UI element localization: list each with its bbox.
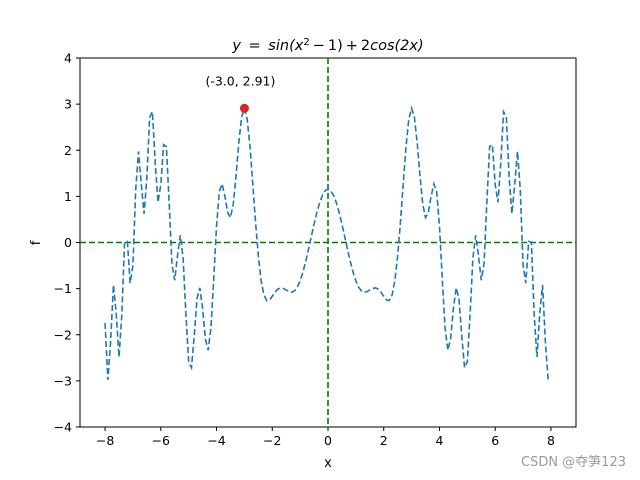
y-tick-label: −4 — [54, 420, 72, 435]
x-axis-ticks: −8 −6 −4 −2 0 2 4 6 8 — [96, 427, 555, 448]
y-tick-label: −1 — [54, 281, 72, 296]
x-tick-label: −6 — [152, 433, 170, 448]
y-tick-label: −2 — [54, 327, 72, 342]
y-axis-label: f — [29, 240, 44, 245]
highlighted-max-point — [239, 103, 249, 113]
chart-title: y = sin(x2−1) +2cos(2x) — [231, 37, 423, 55]
y-tick-label: 2 — [64, 143, 72, 158]
x-tick-label: 8 — [547, 433, 555, 448]
y-tick-label: 4 — [64, 51, 72, 66]
watermark-text: CSDN @夺笋123 — [520, 455, 626, 470]
y-tick-label: 0 — [64, 235, 72, 250]
x-tick-label: 6 — [491, 433, 499, 448]
x-axis-label: x — [324, 456, 332, 471]
x-tick-label: −2 — [263, 433, 281, 448]
y-axis-ticks: −4 −3 −2 −1 0 1 2 3 4 — [54, 51, 80, 435]
reference-lines — [80, 58, 576, 427]
x-tick-label: 0 — [324, 433, 332, 448]
y-tick-label: 3 — [64, 97, 72, 112]
x-tick-label: 2 — [380, 433, 388, 448]
x-tick-label: 4 — [435, 433, 443, 448]
function-curve-line — [104, 105, 549, 381]
x-tick-label: −4 — [207, 433, 225, 448]
highlighted-point-label: (-3.0, 2.91) — [205, 73, 275, 88]
y-tick-label: −3 — [54, 373, 72, 388]
y-tick-label: 1 — [64, 189, 72, 204]
x-tick-label: −8 — [96, 433, 114, 448]
